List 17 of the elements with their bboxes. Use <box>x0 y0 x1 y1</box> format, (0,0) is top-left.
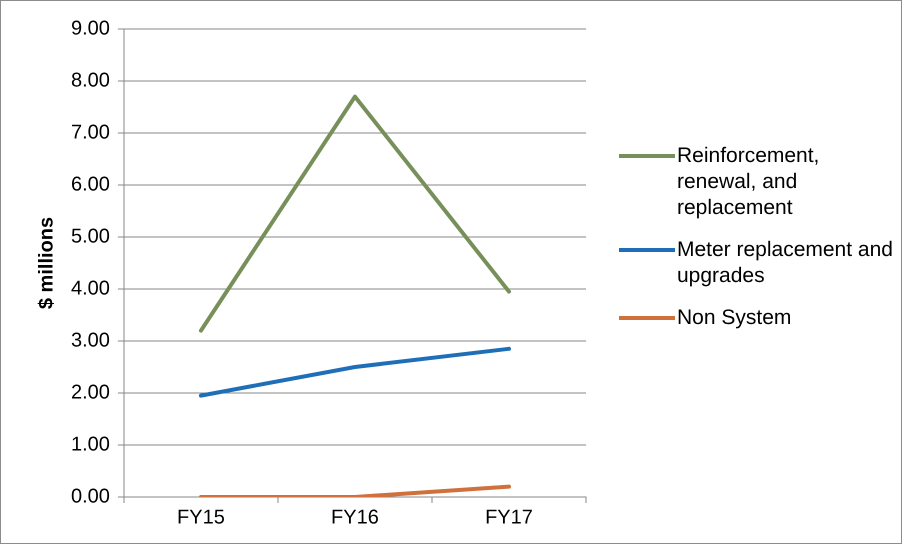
legend-label: Reinforcement, renewal, and replacement <box>677 143 820 221</box>
legend-label: Non System <box>677 305 792 331</box>
y-tick-label: 7.00 <box>70 122 110 144</box>
y-tick-label: 5.00 <box>70 226 110 248</box>
y-tick-label: 0.00 <box>70 486 110 508</box>
x-tick-label: FY17 <box>485 506 533 529</box>
y-tick-label: 8.00 <box>70 70 110 92</box>
y-tick-label: 9.00 <box>70 18 110 40</box>
y-tick-label: 3.00 <box>70 330 110 352</box>
y-tick-label: 4.00 <box>70 278 110 300</box>
y-tick-label: 2.00 <box>70 382 110 404</box>
x-tick-label: FY15 <box>177 506 225 529</box>
y-tick-label: 1.00 <box>70 434 110 456</box>
x-tick-label: FY16 <box>331 506 379 529</box>
y-tick-label: 6.00 <box>70 174 110 196</box>
y-axis-title: $ millions <box>36 216 58 310</box>
legend-label: Meter replacement and upgrades <box>677 237 894 289</box>
